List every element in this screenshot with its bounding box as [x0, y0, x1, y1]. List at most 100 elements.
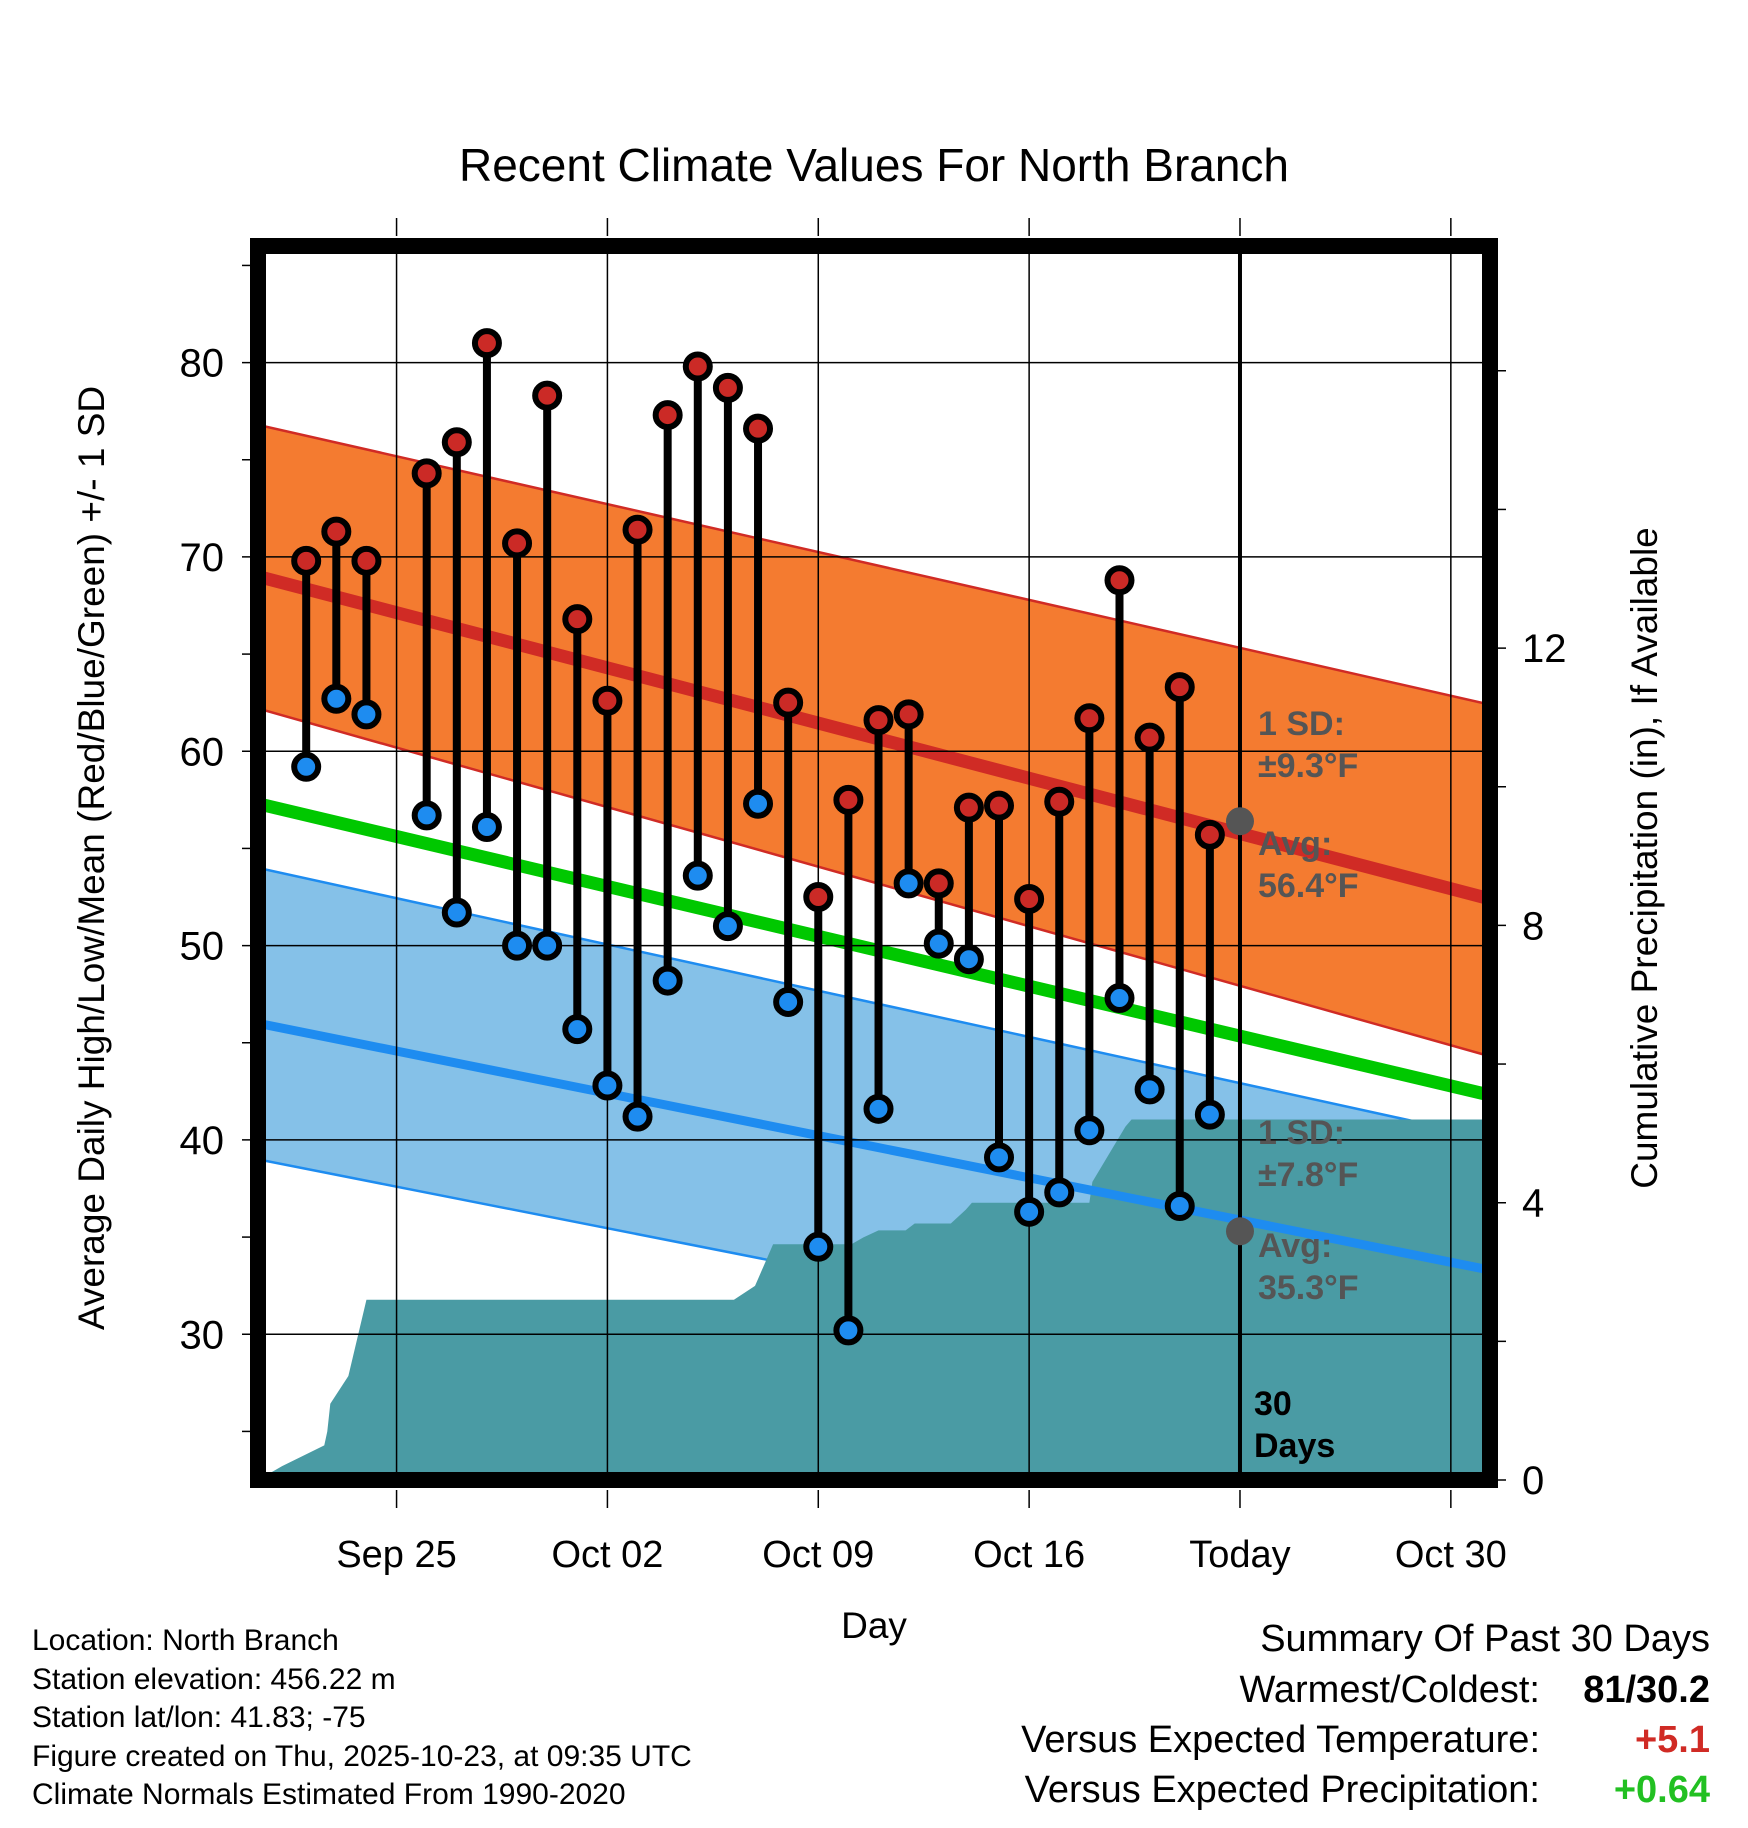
x-tick-label: Oct 16 — [973, 1534, 1085, 1576]
high-avg-annotation-line-0: Avg: — [1258, 825, 1332, 863]
daily-low-point — [833, 1315, 864, 1346]
days-annotation-line-1: Days — [1254, 1427, 1335, 1465]
daily-low-point — [291, 751, 322, 782]
low-avg-annotation-line-1: 35.3°F — [1258, 1269, 1359, 1307]
daily-low-point — [743, 788, 774, 819]
daily-high-point — [411, 458, 442, 489]
high-sd-annotation-line-0: 1 SD: — [1258, 705, 1345, 743]
y-axis-label: Average Daily High/Low/Mean (Red/Blue/Gr… — [71, 386, 112, 1330]
daily-low-point — [893, 868, 924, 899]
low-sd-annotation-line-1: ±7.8°F — [1258, 1156, 1358, 1194]
high-avg-annotation-line-1: 56.4°F — [1258, 867, 1359, 905]
daily-high-point — [471, 328, 502, 359]
daily-high-point — [1014, 883, 1045, 914]
low-avg-annotation-line-0: Avg: — [1258, 1227, 1332, 1265]
y-tick-label: 40 — [180, 1119, 225, 1163]
y-tick-label: 80 — [180, 342, 225, 386]
daily-low-point — [682, 860, 713, 891]
daily-low-point — [1014, 1196, 1045, 1227]
x-tick-label: Sep 25 — [336, 1534, 456, 1576]
daily-high-point — [1074, 703, 1105, 734]
daily-high-point — [351, 545, 382, 576]
summary-heading: Summary Of Past 30 Days — [1260, 1618, 1710, 1660]
daily-low-point — [532, 930, 563, 961]
daily-low-point — [562, 1014, 593, 1045]
daily-high-point — [863, 705, 894, 736]
daily-low-point — [984, 1142, 1015, 1173]
daily-high-point — [1044, 786, 1075, 817]
station-elevation: Station elevation: 456.22 m — [32, 1662, 396, 1696]
summary-row-temp: Versus Expected Temperature: +5.1 — [950, 1719, 1710, 1769]
daily-low-point — [622, 1101, 653, 1132]
daily-high-point — [893, 699, 924, 730]
daily-low-point — [1074, 1115, 1105, 1146]
chart-title: Recent Climate Values For North Branch — [459, 139, 1289, 191]
daily-high-point — [622, 514, 653, 545]
high-avg-marker — [1225, 807, 1254, 836]
daily-low-point — [923, 928, 954, 959]
y2-tick-label: 0 — [1522, 1459, 1544, 1503]
daily-high-point — [1164, 672, 1195, 703]
daily-high-point — [502, 528, 533, 559]
daily-low-point — [411, 800, 442, 831]
daily-low-point — [1104, 983, 1135, 1014]
daily-high-point — [1134, 722, 1165, 753]
warmest-coldest-label: Warmest/Coldest: — [1239, 1669, 1540, 1711]
daily-high-point — [532, 380, 563, 411]
plot-frame — [250, 238, 1498, 1488]
x-tick-label: Oct 30 — [1395, 1534, 1507, 1576]
y-tick-label: 60 — [180, 730, 225, 774]
daily-high-point — [441, 427, 472, 458]
daily-low-point — [1164, 1190, 1195, 1221]
plot-area — [258, 246, 1490, 1480]
summary-panel: Summary Of Past 30 Days Warmest/Coldest:… — [950, 1618, 1710, 1819]
expected-precip-value: +0.64 — [1613, 1769, 1710, 1811]
y2-tick-label: 4 — [1522, 1182, 1544, 1226]
high-sd-annotation-line-1: ±9.3°F — [1258, 747, 1358, 785]
daily-high-point — [291, 545, 322, 576]
summary-row-warmest: Warmest/Coldest: 81/30.2 — [950, 1669, 1710, 1719]
y-tick-label: 30 — [180, 1313, 225, 1357]
daily-low-point — [592, 1070, 623, 1101]
daily-low-point — [773, 986, 804, 1017]
daily-high-point — [562, 604, 593, 635]
normal-low-line — [258, 1018, 1490, 1275]
normal-high-line — [258, 570, 1490, 906]
x-tick-label: Today — [1189, 1534, 1290, 1576]
daily-low-point — [1044, 1177, 1075, 1208]
daily-low-point — [321, 683, 352, 714]
y2-tick-label: 12 — [1522, 627, 1567, 671]
y-tick-label: 50 — [180, 925, 225, 969]
daily-high-point — [773, 687, 804, 718]
x-tick-label: Oct 09 — [762, 1534, 874, 1576]
daily-low-point — [351, 699, 382, 730]
daily-high-point — [321, 516, 352, 547]
daily-high-point — [682, 351, 713, 382]
daily-low-point — [1194, 1099, 1225, 1130]
daily-dots — [291, 328, 1225, 1346]
daily-low-point — [803, 1231, 834, 1262]
daily-low-point — [502, 930, 533, 961]
daily-high-point — [1194, 819, 1225, 850]
daily-low-point — [953, 944, 984, 975]
expected-temp-label: Versus Expected Temperature: — [1021, 1719, 1540, 1761]
daily-high-point — [803, 882, 834, 913]
y-tick-label: 70 — [180, 536, 225, 580]
daily-low-point — [863, 1093, 894, 1124]
x-tick-label: Oct 02 — [551, 1534, 663, 1576]
station-location: Location: North Branch — [32, 1624, 339, 1657]
station-latlon: Station lat/lon: 41.83; -75 — [32, 1701, 366, 1734]
days-annotation-line-0: 30 — [1254, 1385, 1292, 1423]
y2-axis-label: Cumulative Precipitation (in), If Availa… — [1624, 527, 1665, 1189]
daily-low-point — [652, 965, 683, 996]
y2-tick-label: 8 — [1522, 904, 1544, 948]
x-axis-label: Day — [841, 1605, 907, 1646]
daily-low-point — [441, 897, 472, 928]
daily-high-point — [953, 792, 984, 823]
station-info: Location: North Branch Station elevation… — [32, 1622, 692, 1815]
daily-high-point — [984, 790, 1015, 821]
normal-mean-line — [258, 797, 1490, 1102]
low-avg-marker — [1225, 1217, 1254, 1246]
expected-temp-value: +5.1 — [1634, 1719, 1710, 1761]
